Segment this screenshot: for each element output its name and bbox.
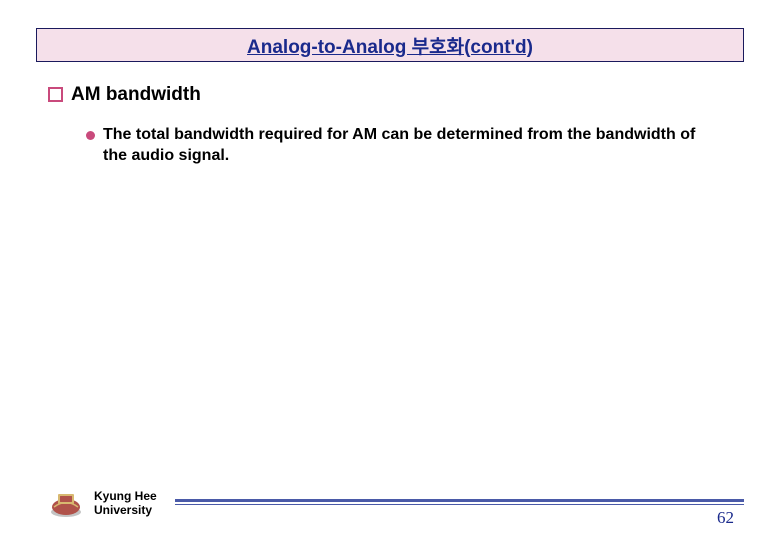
dot-bullet-icon	[86, 131, 95, 140]
divider-thick-line	[175, 499, 744, 502]
body-text: The total bandwidth required for AM can …	[103, 125, 720, 167]
slide-title: Analog-to-Analog 부호화(cont'd)	[247, 32, 533, 59]
university-line2: University	[94, 504, 157, 518]
divider-thin-line	[175, 504, 744, 505]
page-number: 62	[717, 508, 734, 528]
slide-container: Analog-to-Analog 부호화(cont'd) AM bandwidt…	[0, 0, 780, 540]
university-logo-icon	[48, 490, 84, 518]
title-bar: Analog-to-Analog 부호화(cont'd)	[36, 28, 744, 62]
section-bullet: AM bandwidth	[48, 84, 201, 106]
section-heading: AM bandwidth	[71, 84, 201, 106]
university-line1: Kyung Hee	[94, 490, 157, 504]
footer: Kyung Hee University	[48, 490, 744, 518]
footer-divider	[175, 499, 744, 509]
square-bullet-icon	[48, 87, 63, 102]
body-bullet: The total bandwidth required for AM can …	[86, 125, 720, 167]
university-name: Kyung Hee University	[94, 490, 157, 518]
